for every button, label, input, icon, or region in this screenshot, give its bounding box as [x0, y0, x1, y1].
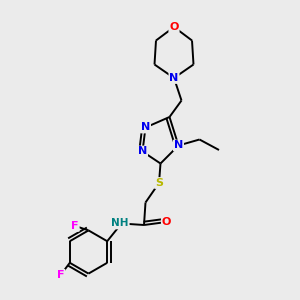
- Text: O: O: [169, 22, 179, 32]
- Text: S: S: [155, 178, 163, 188]
- Text: N: N: [174, 140, 183, 151]
- Text: NH: NH: [111, 218, 129, 229]
- Text: F: F: [71, 221, 79, 231]
- Text: N: N: [141, 122, 150, 133]
- Text: F: F: [57, 270, 64, 280]
- Text: O: O: [162, 217, 171, 227]
- Text: N: N: [169, 73, 178, 83]
- Text: N: N: [138, 146, 147, 157]
